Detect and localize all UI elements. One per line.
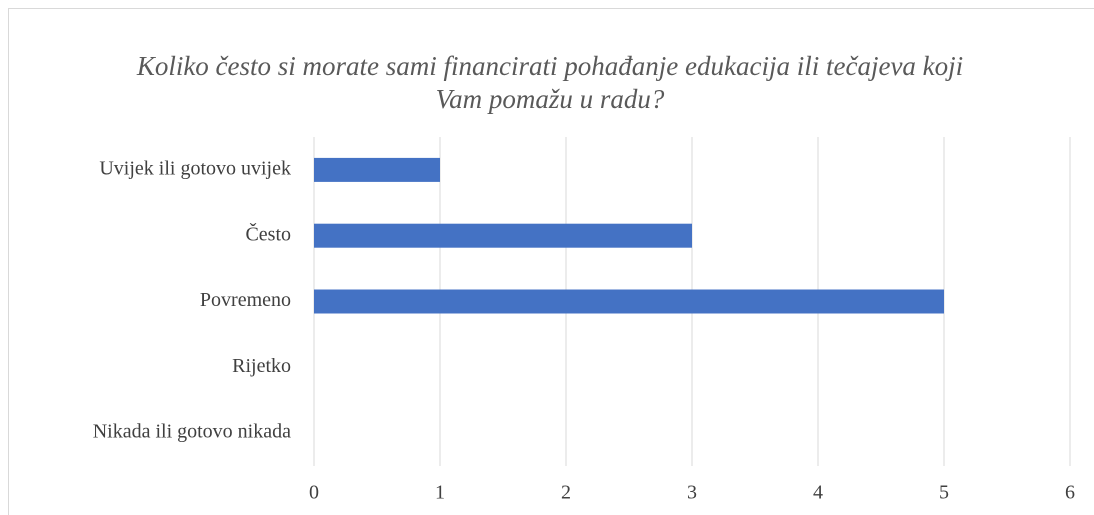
- chart-title: Koliko često si morate sami financirati …: [136, 51, 964, 114]
- y-tick-label: Povremeno: [200, 289, 291, 311]
- y-tick-label: Često: [245, 221, 291, 245]
- bar: [314, 223, 692, 248]
- bar: [314, 157, 440, 182]
- x-tick-label: 4: [813, 482, 823, 504]
- chart-border: [8, 8, 1094, 515]
- y-tick-label: Nikada ili gotovo nikada: [93, 421, 291, 443]
- x-tick-label: 3: [687, 482, 697, 504]
- x-tick-label: 2: [561, 482, 571, 504]
- x-tick-label: 5: [939, 482, 949, 504]
- y-tick-label: Uvijek ili gotovo uvijek: [99, 157, 291, 179]
- x-tick-label: 1: [435, 482, 445, 504]
- y-tick-label: Rijetko: [232, 355, 291, 377]
- x-tick-label: 0: [309, 482, 319, 504]
- x-tick-label: 6: [1065, 482, 1075, 504]
- bar: [314, 289, 944, 314]
